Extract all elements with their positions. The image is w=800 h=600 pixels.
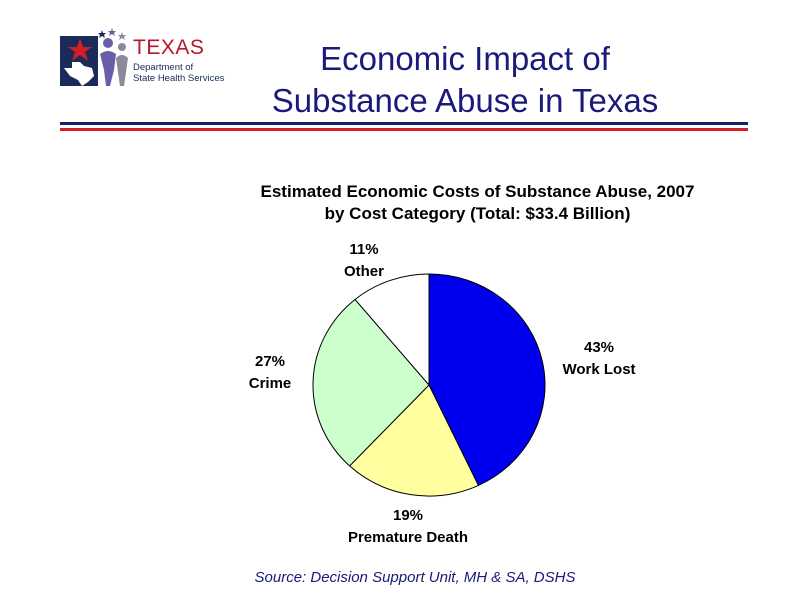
slide-title-line1: Economic Impact of (320, 40, 610, 77)
source-note: Source: Decision Support Unit, MH & SA, … (254, 569, 576, 586)
logo-org-line2: Department of (133, 62, 194, 73)
slice-label-other: 11% Other (322, 239, 406, 283)
slice-name-crime: Crime (248, 375, 292, 392)
slice-name-other: Other (343, 263, 384, 280)
slice-label-premature-death: 19% Premature Death (318, 505, 498, 549)
header-rule-red (60, 128, 748, 131)
slice-label-crime: 27% Crime (230, 351, 310, 395)
header-rule-navy (60, 122, 748, 125)
pie-slice-premature-death (348, 384, 480, 497)
texas-dshs-logo (60, 28, 128, 86)
slice-label-work-lost: 43% Work Lost (540, 337, 658, 381)
logo-org-subtitle: Department of State Health Services (133, 62, 224, 84)
pie-slice-crime (312, 298, 430, 467)
logo-org-line3: State Health Services (133, 73, 225, 84)
slice-percent-work-lost: 43% (583, 339, 615, 356)
slide-title-line2: Substance Abuse in Texas (271, 82, 659, 119)
slice-name-work-lost: Work Lost (562, 361, 636, 378)
slide-title: Economic Impact of Substance Abuse in Te… (240, 38, 690, 122)
slice-name-premature-death: Premature Death (347, 529, 469, 546)
slice-percent-crime: 27% (254, 353, 286, 370)
slice-percent-premature-death: 19% (392, 507, 424, 524)
slice-percent-other: 11% (349, 241, 379, 258)
pie-slice-other (354, 273, 430, 387)
chart-subtitle: by Cost Category (Total: $33.4 Billion) (324, 204, 631, 223)
chart-title: Estimated Economic Costs of Substance Ab… (200, 181, 755, 225)
pie-slice-work-lost (428, 273, 546, 487)
logo-org-name: TEXAS (133, 36, 205, 59)
chart-title-line1: Estimated Economic Costs of Substance Ab… (260, 182, 695, 201)
